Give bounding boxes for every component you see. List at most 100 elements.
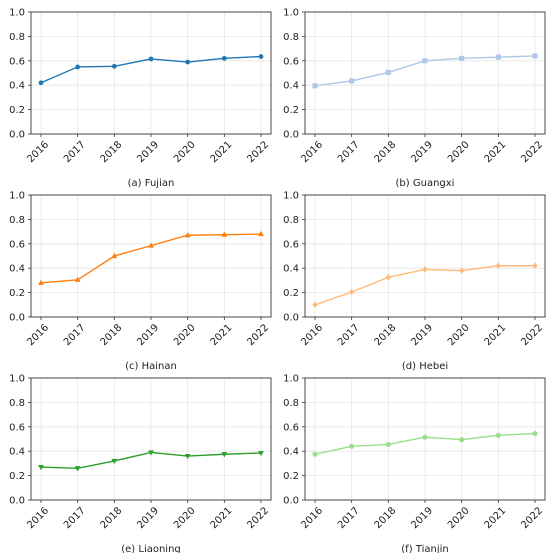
data-point [312, 301, 318, 309]
x-tick-label: 2018 [373, 505, 399, 531]
y-tick-label: 0.2 [9, 288, 25, 299]
x-tick-label: 2020 [172, 322, 198, 348]
y-tick-label: 0.2 [9, 471, 25, 482]
x-tick-label: 2021 [483, 322, 509, 348]
x-tick-label: 2019 [409, 322, 435, 348]
chart-panel-3: 0.0 0.2 0.4 0.6 0.8 1.0 2016 2017 2018 2019 2020 20… [9, 191, 272, 372]
x-tick-label: 2019 [409, 505, 435, 531]
x-tick-label: 2016 [299, 322, 325, 348]
data-point [75, 64, 81, 70]
y-tick-label: 0.4 [283, 447, 299, 458]
x-tick-label: 2021 [209, 322, 235, 348]
y-tick-label: 0.8 [9, 32, 25, 43]
y-tick-label: 0.8 [283, 215, 299, 226]
data-point [111, 63, 117, 69]
x-tick-label: 2017 [62, 322, 88, 348]
data-point [458, 436, 465, 442]
data-point [385, 273, 391, 281]
y-tick-label: 1.0 [9, 191, 25, 202]
x-tick-label: 2016 [25, 139, 51, 165]
x-tick-label: 2022 [519, 505, 545, 531]
data-point [74, 276, 81, 282]
x-tick-label: 2016 [299, 139, 325, 165]
x-tick-label: 2017 [336, 139, 362, 165]
data-point [111, 458, 118, 465]
plot-frame [30, 11, 272, 135]
data-point [532, 430, 538, 436]
y-tick-label: 0.8 [283, 398, 299, 409]
data-point [38, 279, 44, 285]
x-tick-label: 2021 [483, 505, 509, 531]
data-point [38, 464, 44, 471]
y-tick-label: 0.4 [9, 264, 25, 275]
y-tick-label: 1.0 [9, 8, 25, 19]
data-point [422, 58, 428, 64]
x-tick-label: 2018 [99, 139, 125, 165]
data-point [184, 453, 191, 460]
x-tick-label: 2017 [336, 505, 362, 531]
data-point [258, 230, 264, 237]
y-tick-label: 0.4 [283, 264, 299, 275]
data-point [385, 69, 391, 75]
x-tick-label: 2020 [446, 139, 472, 165]
x-tick-label: 2018 [373, 322, 399, 348]
y-tick-label: 0.4 [283, 81, 299, 92]
data-point [38, 80, 44, 86]
y-tick-label: 0.0 [9, 313, 25, 324]
x-tick-label: 2022 [245, 322, 271, 348]
y-tick-label: 0.8 [9, 398, 25, 409]
data-point [221, 452, 228, 458]
x-tick-label: 2019 [409, 139, 435, 165]
x-tick-label: 2020 [446, 322, 472, 348]
y-tick-label: 0.0 [9, 130, 25, 141]
data-point [349, 78, 355, 84]
data-point [349, 288, 355, 296]
chart-panel-4: 0.0 0.2 0.4 0.6 0.8 1.0 2016 2017 2018 2019 2020 20… [283, 191, 546, 372]
y-tick-label: 0.2 [9, 105, 25, 116]
plot-frame [30, 194, 272, 318]
data-point [459, 267, 465, 275]
x-tick-label: 2016 [25, 505, 51, 531]
data-point [532, 53, 538, 59]
x-tick-label: 2017 [62, 139, 88, 165]
data-point [111, 252, 118, 259]
y-tick-label: 0.2 [283, 288, 299, 299]
data-point [148, 242, 154, 248]
panel-caption: (e) Liaoning [121, 544, 181, 553]
x-tick-label: 2021 [209, 139, 235, 165]
x-tick-label: 2022 [519, 139, 545, 165]
x-tick-label: 2016 [25, 322, 51, 348]
data-point [422, 434, 428, 440]
y-tick-label: 0.0 [283, 130, 299, 141]
x-tick-label: 2020 [446, 505, 472, 531]
data-point [495, 262, 501, 270]
y-tick-label: 1.0 [283, 374, 299, 385]
data-point [185, 59, 191, 65]
x-tick-label: 2019 [135, 322, 161, 348]
plot-frame [304, 377, 546, 501]
panel-caption: (c) Hainan [125, 361, 177, 372]
plot-frame [30, 377, 272, 501]
data-point [258, 450, 264, 457]
x-tick-label: 2017 [336, 322, 362, 348]
data-point [221, 55, 227, 61]
data-point [348, 443, 355, 449]
data-point [184, 231, 191, 238]
x-tick-label: 2022 [519, 322, 545, 348]
data-point [312, 83, 318, 89]
y-tick-label: 0.4 [9, 447, 25, 458]
y-tick-label: 0.6 [9, 239, 25, 250]
chart-panel-5: 0.0 0.2 0.4 0.6 0.8 1.0 2016 2017 2018 2019 2020 20… [9, 374, 272, 553]
y-tick-label: 0.6 [283, 239, 299, 250]
data-point [221, 231, 228, 237]
y-tick-label: 0.8 [9, 215, 25, 226]
y-tick-label: 0.0 [283, 313, 299, 324]
y-tick-label: 1.0 [283, 191, 299, 202]
panel-caption: (b) Guangxi [396, 178, 455, 189]
x-tick-label: 2022 [245, 139, 271, 165]
x-tick-label: 2019 [135, 505, 161, 531]
data-point [422, 266, 428, 273]
y-tick-label: 0.2 [283, 105, 299, 116]
data-point [258, 54, 264, 59]
